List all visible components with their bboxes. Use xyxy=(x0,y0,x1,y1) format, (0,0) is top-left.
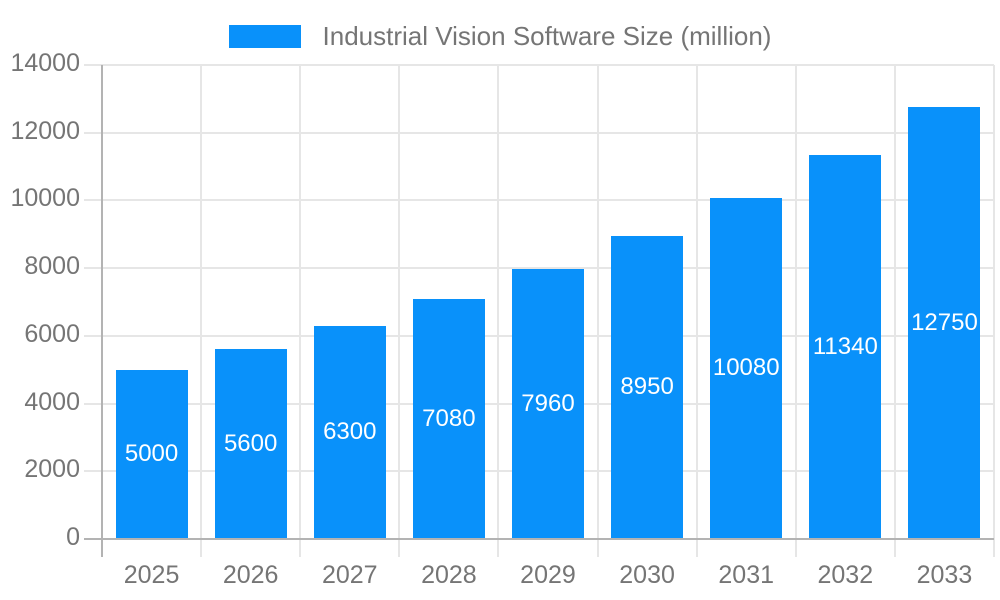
y-axis-tick-label: 0 xyxy=(66,523,80,551)
bar: 7960 xyxy=(512,269,584,539)
y-axis-tick-label: 2000 xyxy=(24,455,80,484)
y-axis-line xyxy=(101,65,103,557)
y-axis-tick-label: 10000 xyxy=(10,184,80,213)
x-axis-tick-label: 2025 xyxy=(123,561,180,589)
x-axis-tick-label: 2032 xyxy=(817,561,874,589)
x-axis-tick-label: 2026 xyxy=(222,561,279,589)
bar: 10080 xyxy=(710,197,783,539)
bar: 8950 xyxy=(611,235,684,539)
legend-label: Industrial Vision Software Size (million… xyxy=(322,21,772,51)
bar: 5000 xyxy=(115,369,188,539)
x-axis-line xyxy=(84,538,994,540)
x-gridline xyxy=(893,65,896,557)
bar-value-label: 5600 xyxy=(223,430,278,458)
bar: 12750 xyxy=(908,107,981,539)
x-gridline xyxy=(299,65,302,557)
bar-value-label: 8950 xyxy=(620,373,674,401)
y-gridline xyxy=(84,199,994,202)
x-axis-tick-label: 2028 xyxy=(421,561,477,589)
x-gridline xyxy=(993,65,995,557)
bar: 6300 xyxy=(313,325,386,539)
bar-value-label: 6300 xyxy=(323,418,377,446)
x-axis-tick-label: 2033 xyxy=(916,561,973,589)
bar-value-label: 10080 xyxy=(712,354,780,382)
x-gridline xyxy=(200,65,203,557)
bar: 5600 xyxy=(214,349,287,539)
x-gridline xyxy=(596,65,599,557)
x-axis-tick-label: 2027 xyxy=(321,561,378,589)
bar-value-label: 7960 xyxy=(521,390,575,418)
legend-swatch-icon xyxy=(228,25,301,48)
y-axis-tick-label: 6000 xyxy=(24,319,80,348)
bar-value-label: 12750 xyxy=(911,309,978,337)
bar-value-label: 11340 xyxy=(812,333,878,361)
y-axis-tick-label: 8000 xyxy=(24,252,80,281)
y-axis-tick-label: 14000 xyxy=(10,49,80,77)
x-gridline xyxy=(794,65,797,557)
y-gridline xyxy=(84,267,994,270)
bar: 7080 xyxy=(412,299,485,539)
y-gridline xyxy=(84,64,994,66)
x-gridline xyxy=(695,65,698,557)
bar-value-label: 5000 xyxy=(124,440,179,468)
y-gridline xyxy=(84,131,994,134)
x-axis-tick-label: 2031 xyxy=(718,561,775,589)
bar-value-label: 7080 xyxy=(422,405,476,433)
x-axis-tick-label: 2030 xyxy=(619,561,675,589)
x-axis-tick-label: 2029 xyxy=(520,561,576,589)
y-axis-tick-label: 4000 xyxy=(24,387,80,416)
y-axis-tick-label: 12000 xyxy=(10,116,80,145)
bar: 11340 xyxy=(809,155,882,539)
x-gridline xyxy=(497,65,500,557)
x-gridline xyxy=(398,65,401,557)
chart-legend: Industrial Vision Software Size (million… xyxy=(0,21,1000,52)
